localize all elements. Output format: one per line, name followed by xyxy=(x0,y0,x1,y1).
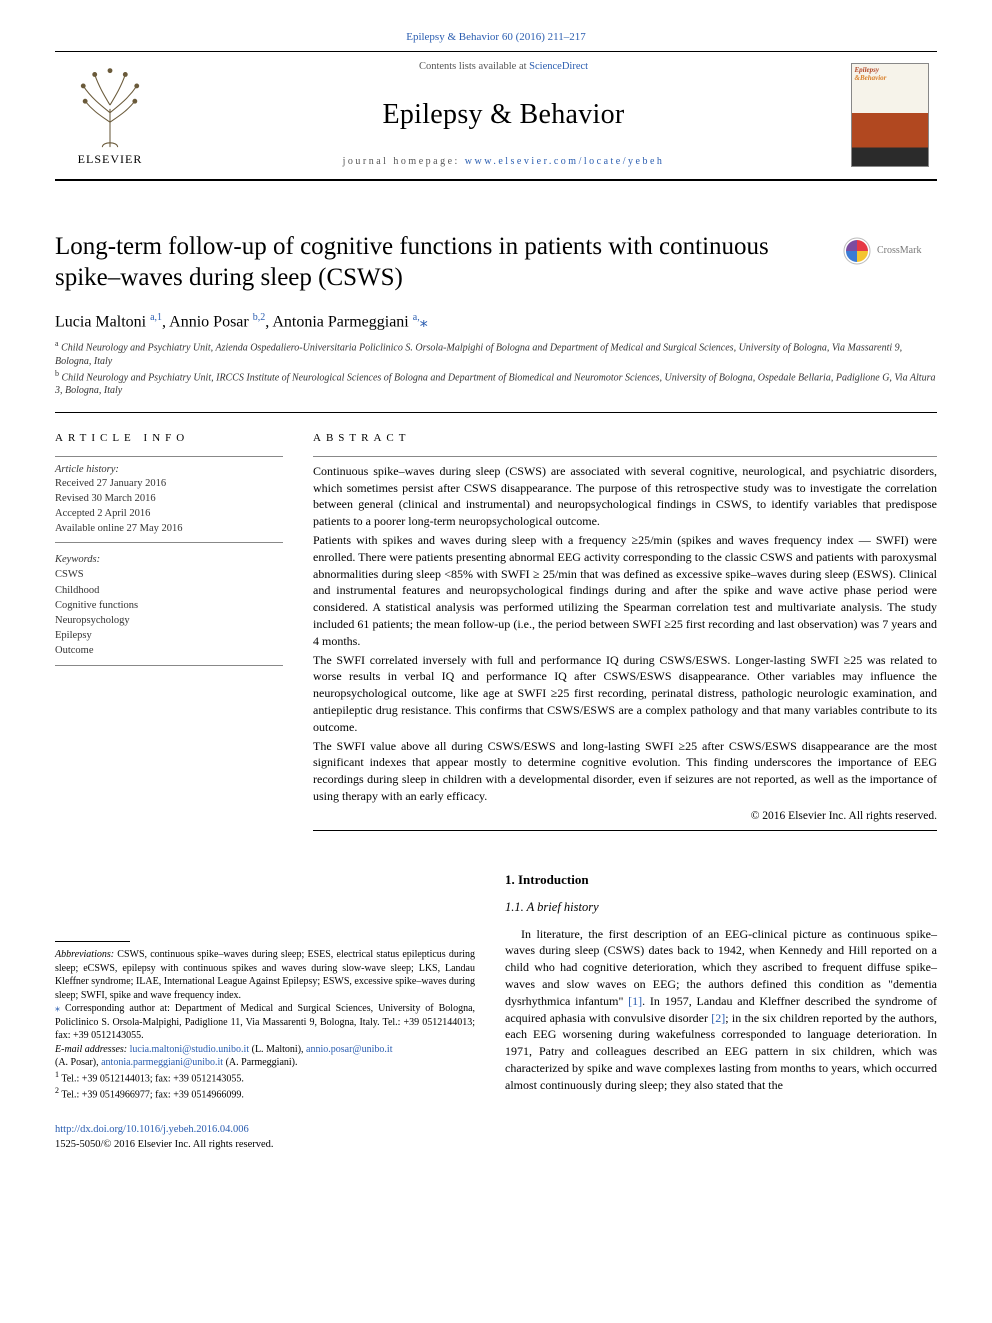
abbrev-text: CSWS, continuous spike–waves during slee… xyxy=(55,949,475,1001)
email-label: E-mail addresses: xyxy=(55,1044,127,1055)
divider xyxy=(55,542,283,543)
email-link-2[interactable]: annio.posar@unibo.it xyxy=(306,1044,392,1055)
keyword: Outcome xyxy=(55,643,283,658)
keyword: Epilepsy xyxy=(55,628,283,643)
history-line: Accepted 2 April 2016 xyxy=(55,507,283,522)
crossmark-icon xyxy=(842,236,872,266)
affiliations: a Child Neurology and Psychiatry Unit, A… xyxy=(55,339,937,398)
journal-name: Epilepsy & Behavior xyxy=(382,96,624,134)
divider xyxy=(55,412,937,413)
journal-reference: Epilepsy & Behavior 60 (2016) 211–217 xyxy=(55,30,937,45)
contents-available: Contents lists available at ScienceDirec… xyxy=(419,60,588,74)
keywords-heading: Keywords: xyxy=(55,553,283,567)
email-name-3: (A. Parmeggiani). xyxy=(223,1057,297,1068)
crossmark-badge[interactable]: CrossMark xyxy=(842,231,937,271)
keyword: Cognitive functions xyxy=(55,598,283,613)
journal-homepage-link[interactable]: www.elsevier.com/locate/yebeh xyxy=(465,156,665,167)
corresponding-author-footnote: Corresponding author at: Department of M… xyxy=(55,1002,475,1043)
abstract-copyright: © 2016 Elsevier Inc. All rights reserved… xyxy=(313,809,937,825)
homepage-prefix: journal homepage: xyxy=(343,156,465,167)
right-column-body: 1. Introduction 1.1. A brief history In … xyxy=(505,871,937,1152)
intro-paragraph: In literature, the first description of … xyxy=(505,926,937,1094)
tel2-text: Tel.: +39 0514966977; fax: +39 051496609… xyxy=(61,1089,244,1100)
publisher-name: ELSEVIER xyxy=(78,151,143,167)
abbreviations-footnote: Abbreviations: CSWS, continuous spike–wa… xyxy=(55,948,475,1002)
abbrev-label: Abbreviations: xyxy=(55,949,114,960)
contents-prefix: Contents lists available at xyxy=(419,61,529,72)
article-history: Article history: Received 27 January 201… xyxy=(55,463,283,536)
divider xyxy=(313,456,937,457)
history-line: Revised 30 March 2016 xyxy=(55,492,283,507)
footnote-divider xyxy=(55,941,130,942)
email-link-1[interactable]: lucia.maltoni@studio.unibo.it xyxy=(130,1044,249,1055)
tel1-text: Tel.: +39 0512144013; fax: +39 051214305… xyxy=(61,1073,244,1084)
divider xyxy=(55,665,283,666)
banner-center: Contents lists available at ScienceDirec… xyxy=(165,52,842,179)
keywords-list: CSWSChildhoodCognitive functionsNeuropsy… xyxy=(55,567,283,658)
doi-block: http://dx.doi.org/10.1016/j.yebeh.2016.0… xyxy=(55,1123,475,1151)
divider xyxy=(313,830,937,831)
article-title: Long-term follow-up of cognitive functio… xyxy=(55,231,824,294)
keyword: CSWS xyxy=(55,567,283,582)
history-heading: Article history: xyxy=(55,463,283,478)
footnotes: Abbreviations: CSWS, continuous spike–wa… xyxy=(55,948,475,1101)
doi-link[interactable]: http://dx.doi.org/10.1016/j.yebeh.2016.0… xyxy=(55,1124,249,1135)
abstract-column: ABSTRACT Continuous spike–waves during s… xyxy=(313,431,937,831)
keyword: Childhood xyxy=(55,583,283,598)
publisher-logo: ELSEVIER xyxy=(55,52,165,179)
section-heading-1: 1. Introduction xyxy=(505,871,937,889)
email-name-2: (A. Posar), xyxy=(55,1057,101,1068)
tel-footnote-2: 2 Tel.: +39 0514966977; fax: +39 0514966… xyxy=(55,1086,475,1102)
email-footnote: E-mail addresses: lucia.maltoni@studio.u… xyxy=(55,1043,475,1070)
divider xyxy=(55,456,283,457)
keyword: Neuropsychology xyxy=(55,613,283,628)
history-line: Received 27 January 2016 xyxy=(55,477,283,492)
crossmark-label: CrossMark xyxy=(877,244,921,258)
left-column-footer: Abbreviations: CSWS, continuous spike–wa… xyxy=(55,871,475,1152)
history-line: Available online 27 May 2016 xyxy=(55,522,283,537)
issn-copyright: 1525-5050/© 2016 Elsevier Inc. All right… xyxy=(55,1139,274,1150)
corr-text: Corresponding author at: Department of M… xyxy=(55,1003,475,1041)
article-info-column: ARTICLE INFO Article history: Received 2… xyxy=(55,431,283,831)
journal-banner: ELSEVIER Contents lists available at Sci… xyxy=(55,51,937,181)
email-link-3[interactable]: antonia.parmeggiani@unibo.it xyxy=(101,1057,223,1068)
elsevier-tree-icon xyxy=(71,63,149,149)
authors-line: Lucia Maltoni a,1, Annio Posar b,2, Anto… xyxy=(55,311,937,333)
abstract-heading: ABSTRACT xyxy=(313,431,937,446)
subsection-heading-1-1: 1.1. A brief history xyxy=(505,899,937,916)
sciencedirect-link[interactable]: ScienceDirect xyxy=(529,61,588,72)
tel-footnote-1: 1 Tel.: +39 0512144013; fax: +39 0512143… xyxy=(55,1070,475,1086)
journal-homepage-line: journal homepage: www.elsevier.com/locat… xyxy=(343,155,665,169)
article-info-heading: ARTICLE INFO xyxy=(55,431,283,446)
email-name-1: (L. Maltoni), xyxy=(249,1044,306,1055)
journal-cover: Epilepsy &Behavior xyxy=(842,52,937,179)
abstract-text: Continuous spike–waves during sleep (CSW… xyxy=(313,463,937,805)
cover-title-2: &Behavior xyxy=(855,74,887,82)
